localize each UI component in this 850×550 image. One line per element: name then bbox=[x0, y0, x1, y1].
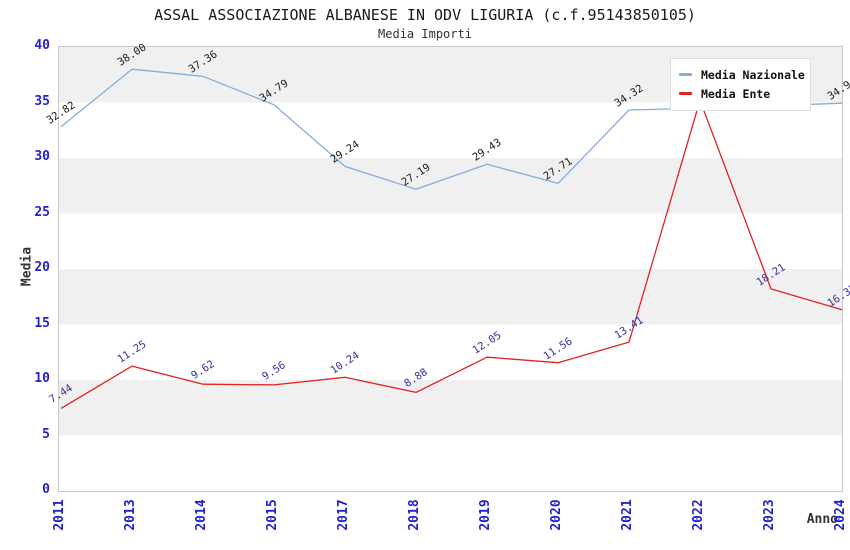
chart-title: ASSAL ASSOCIAZIONE ALBANESE IN ODV LIGUR… bbox=[154, 6, 696, 24]
legend-swatch-media-nazionale bbox=[679, 73, 692, 76]
legend-label-media-nazionale: Media Nazionale bbox=[701, 67, 805, 82]
legend-label-media-ente: Media Ente bbox=[701, 86, 771, 101]
x-tick-label: 2019 bbox=[478, 499, 493, 531]
x-tick-label: 2020 bbox=[549, 499, 564, 531]
y-tick-label: 5 bbox=[42, 426, 50, 442]
x-tick-label: 2018 bbox=[407, 499, 422, 531]
plot-area: 32.82 38.00 37.36 34.79 29.24 27.19 29.43 27.71… bbox=[44, 42, 850, 492]
legend-swatch-media-ente bbox=[679, 92, 692, 95]
legend: Media Nazionale Media Ente bbox=[670, 58, 811, 111]
x-tick-label: 2017 bbox=[336, 499, 351, 531]
x-tick-label: 2023 bbox=[762, 499, 777, 531]
y-tick-label: 35 bbox=[34, 93, 50, 109]
chart-subtitle: Media Importi bbox=[378, 27, 472, 41]
x-tick-label: 2015 bbox=[265, 499, 280, 531]
x-tick-label: 2011 bbox=[52, 499, 67, 531]
x-tick-label: 2021 bbox=[620, 499, 635, 531]
legend-entry-media-ente: Media Ente bbox=[679, 84, 810, 103]
x-axis-title: Anno bbox=[806, 512, 838, 527]
x-tick-label: 2013 bbox=[123, 499, 138, 531]
y-tick-label: 40 bbox=[34, 38, 50, 53]
x-tick-label: 2022 bbox=[691, 499, 706, 531]
y-tick-label: 10 bbox=[34, 371, 50, 386]
x-tick-label: 2014 bbox=[194, 499, 209, 531]
y-tick-label: 20 bbox=[34, 260, 50, 275]
series-line-media-ente bbox=[60, 99, 843, 409]
y-tick-label: 30 bbox=[34, 149, 50, 164]
y-tick-label: 25 bbox=[34, 204, 50, 220]
x-tick-label: 2024 bbox=[833, 499, 848, 531]
y-tick-label: 0 bbox=[42, 482, 50, 497]
y-tick-label: 15 bbox=[34, 315, 50, 331]
legend-entry-media-nazionale: Media Nazionale bbox=[679, 65, 810, 84]
